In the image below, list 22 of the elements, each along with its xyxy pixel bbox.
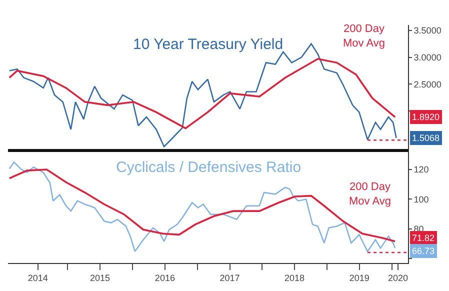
y-tick-label: 2.5000 [414,79,442,90]
x-tick-label: 2020 [388,272,408,283]
x-tick-label: 2016 [154,272,175,283]
annotation: 71.82 [412,233,435,243]
series-label: 200 Day Mov Avg [349,181,391,208]
y-tick-label: 120 [414,164,429,175]
annotation: 1.8920 [412,112,440,122]
text: Cyclicals / Defensives Ratio [116,159,302,176]
y-tick-label: 100 [414,194,429,204]
x-tick-label: 2018 [284,272,305,283]
y-tick-label: 3.5000 [414,26,442,36]
line-series [8,161,396,252]
y-tick-label: 3.0000 [414,52,442,62]
text: 10 Year Treasury Yield [133,36,284,53]
series-label: 200 Day Mov Avg [343,23,385,50]
x-tick-label: 2014 [28,272,48,283]
line-series [8,58,396,130]
annotation: 1.5068 [412,133,440,143]
x-tick-label: 2015 [90,272,110,283]
x-tick-label: 2019 [349,272,370,283]
x-tick-label: 2017 [220,272,240,283]
annotation: 66.73 [412,246,435,256]
